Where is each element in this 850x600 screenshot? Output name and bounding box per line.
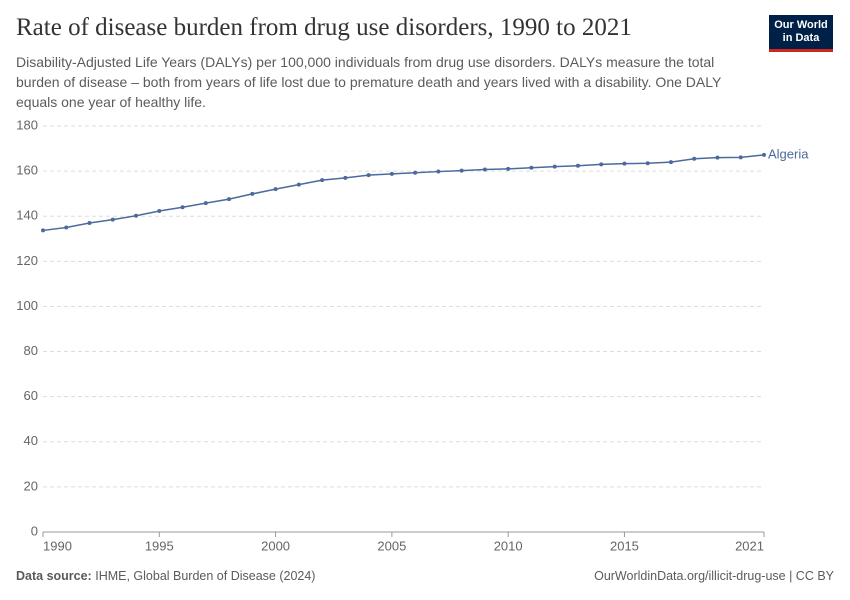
- x-tick-label: 1995: [145, 538, 174, 553]
- y-tick-label: 60: [24, 388, 38, 403]
- y-tick-label: 140: [16, 208, 38, 223]
- point: [668, 160, 673, 165]
- point: [296, 182, 301, 187]
- y-tick-label: 0: [31, 523, 38, 538]
- logo-line: in Data: [782, 32, 820, 44]
- point: [762, 152, 766, 157]
- point: [227, 197, 232, 202]
- x-tick-label: 2000: [261, 538, 290, 553]
- chart-title: Rate of disease burden from drug use dis…: [16, 14, 632, 41]
- series-line: [42, 154, 765, 232]
- point: [692, 156, 697, 161]
- point: [273, 187, 278, 192]
- point: [64, 225, 69, 230]
- point: [343, 175, 348, 180]
- x-tick-label: 2021: [735, 538, 764, 553]
- point: [552, 164, 557, 169]
- y-tick-label: 100: [16, 298, 38, 313]
- logo[interactable]: Our World in Data: [769, 15, 833, 52]
- point: [366, 173, 371, 178]
- point: [320, 178, 325, 183]
- point: [87, 220, 92, 225]
- source: Data source: IHME, Global Burden of Dise…: [16, 569, 315, 583]
- point: [645, 161, 650, 166]
- point: [599, 162, 604, 167]
- y-tick-label: 160: [16, 163, 38, 178]
- source-label: Data source:: [16, 569, 92, 583]
- point: [203, 201, 208, 206]
- point: [506, 166, 511, 171]
- point: [622, 161, 627, 166]
- point: [738, 155, 743, 160]
- point: [436, 169, 441, 174]
- x-tick-label: 1990: [43, 538, 72, 553]
- y-tick-label: 120: [16, 253, 38, 268]
- point: [575, 163, 580, 168]
- point: [134, 213, 139, 218]
- point: [41, 228, 45, 233]
- x-tick-label: 2005: [377, 538, 406, 553]
- point: [389, 171, 394, 176]
- point: [110, 217, 115, 222]
- url[interactable]: OurWorldinData.org/illicit-drug-use | CC…: [594, 569, 834, 583]
- point: [180, 205, 185, 210]
- source-text: IHME, Global Burden of Disease (2024): [95, 569, 316, 583]
- point: [413, 170, 418, 175]
- point: [250, 191, 255, 196]
- series-label: Algeria: [768, 146, 809, 161]
- chart-subtitle: Disability-Adjusted Life Years (DALYs) p…: [16, 54, 722, 110]
- x-tick-label: 2010: [494, 538, 523, 553]
- point: [157, 209, 162, 214]
- point: [529, 165, 534, 170]
- x-tick-label: 2015: [610, 538, 639, 553]
- y-tick-label: 40: [24, 433, 38, 448]
- point: [715, 155, 720, 160]
- point: [482, 167, 487, 172]
- y-tick-label: 20: [24, 478, 38, 493]
- point: [459, 168, 464, 173]
- y-tick-label: 180: [16, 117, 38, 132]
- logo-line: Our World: [774, 19, 828, 31]
- y-tick-label: 80: [24, 343, 38, 358]
